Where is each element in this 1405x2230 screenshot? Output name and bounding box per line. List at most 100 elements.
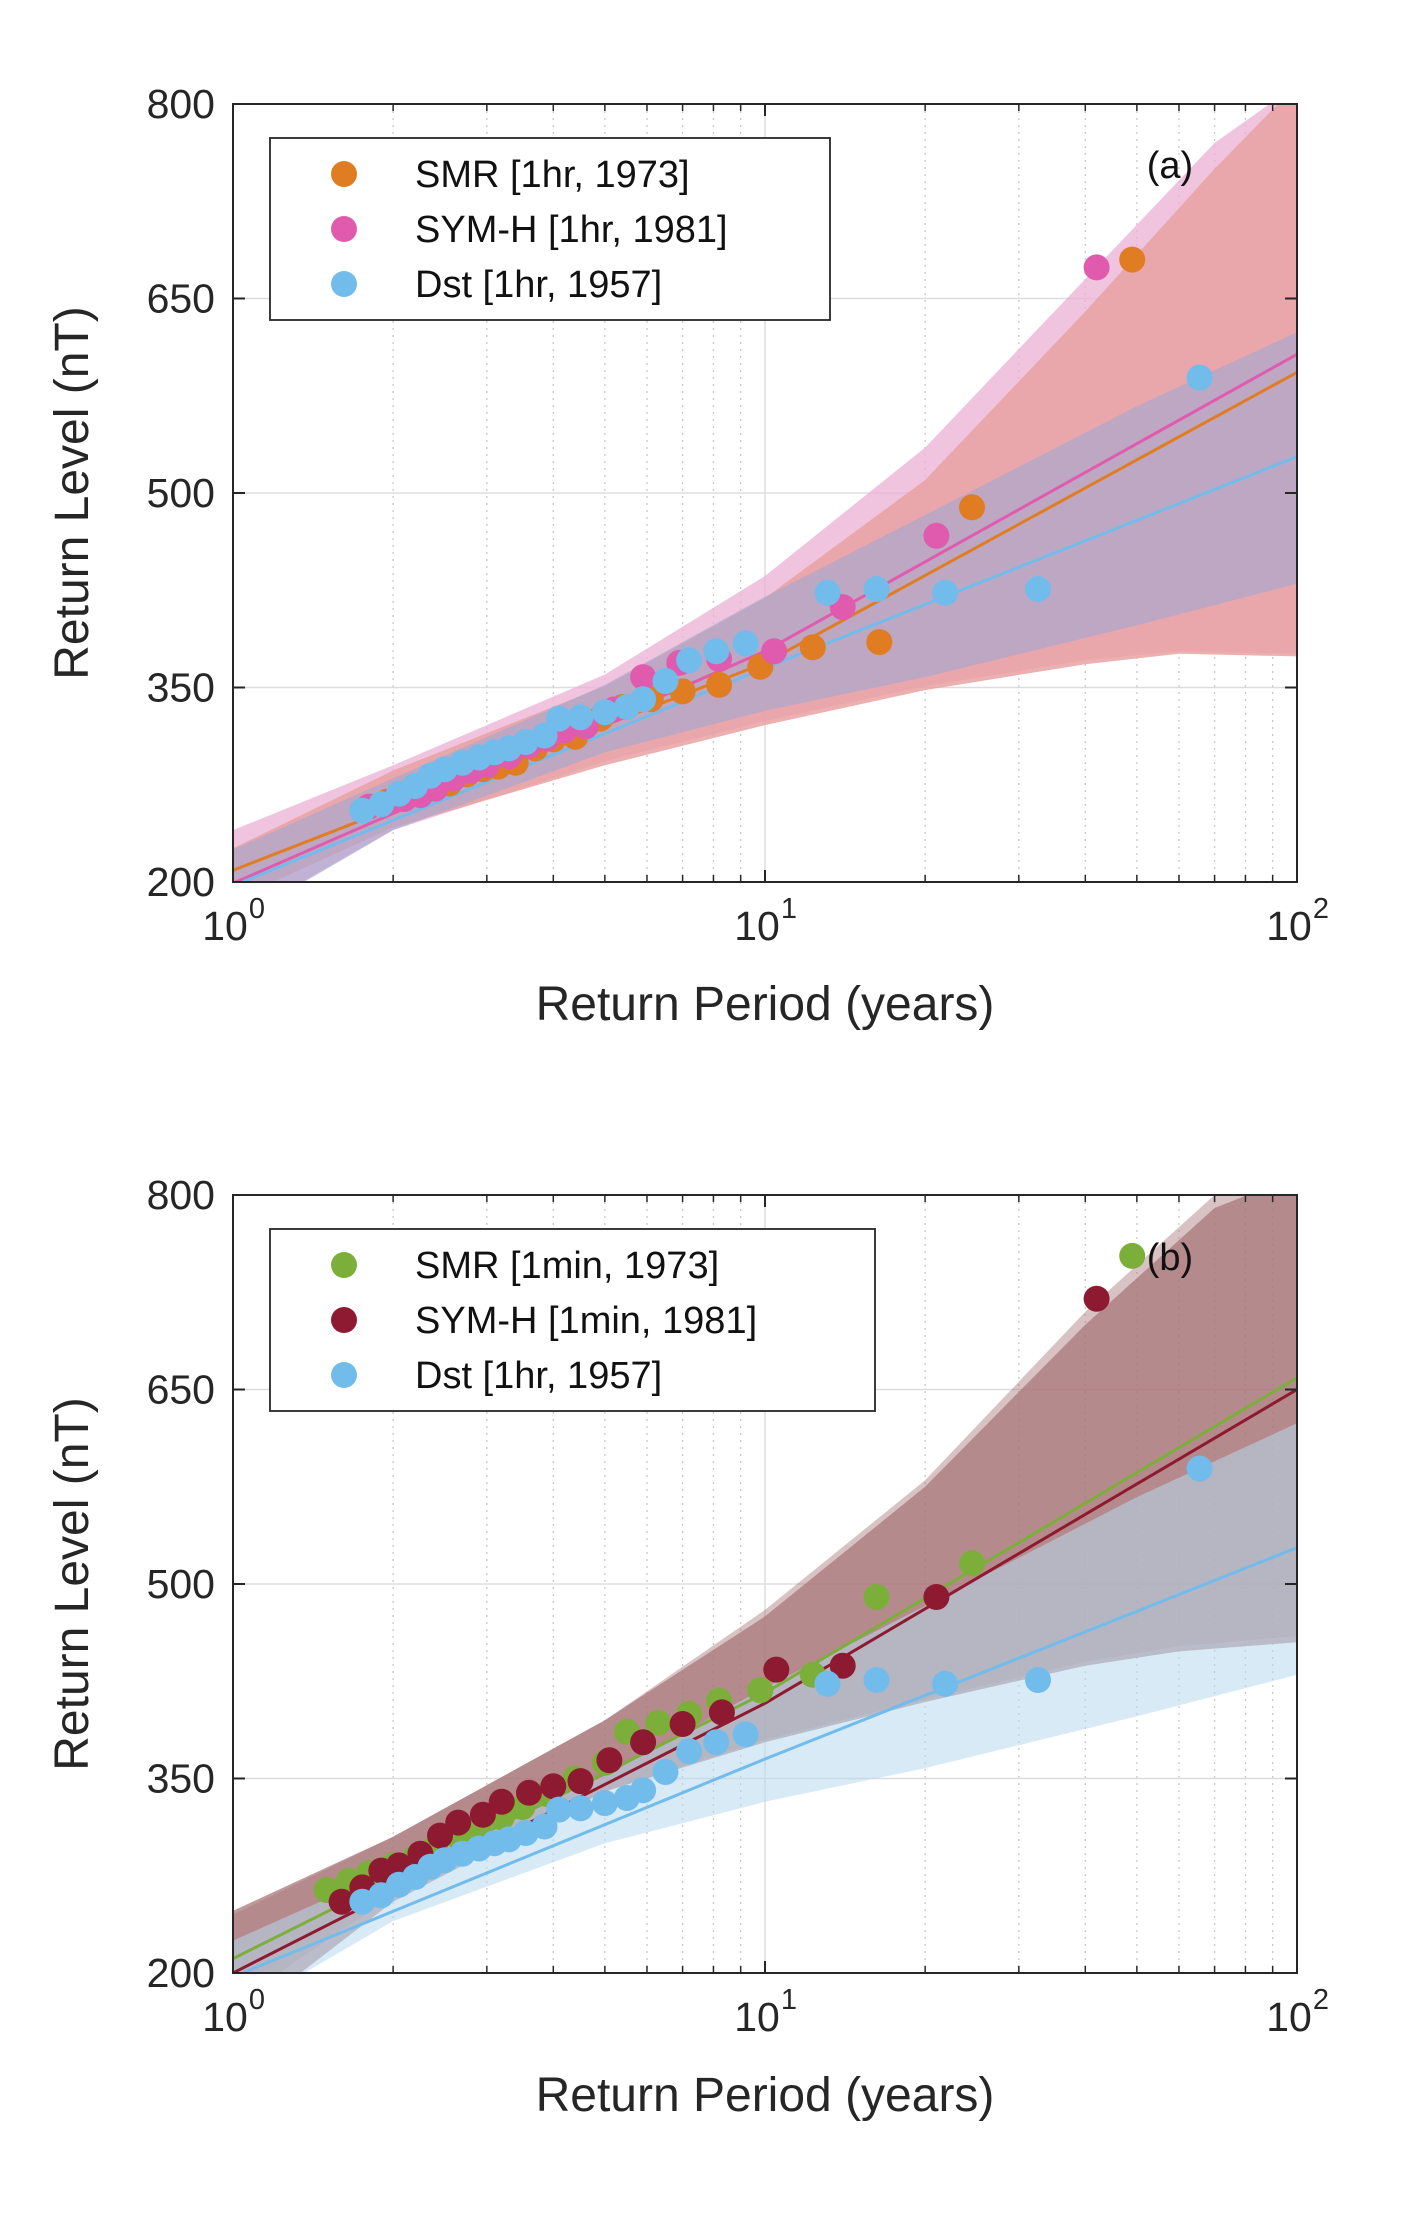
series-points <box>349 1455 1213 1915</box>
legend-marker <box>331 1362 357 1388</box>
data-point <box>747 1677 774 1704</box>
svg-text:2: 2 <box>1313 893 1329 925</box>
x-tick-label: 10 2 <box>1266 893 1329 949</box>
data-point <box>427 1822 453 1849</box>
legend-label: SYM-H [1min, 1981] <box>415 1300 757 1342</box>
y-axis-label: Return Level (nT) <box>46 1397 99 1770</box>
legend-entry: SYM-H [1hr, 1981] <box>331 209 728 251</box>
y-tick-label: 350 <box>147 1756 215 1802</box>
data-point <box>932 579 959 606</box>
svg-text:10: 10 <box>734 903 780 949</box>
data-point <box>546 705 572 732</box>
data-point <box>531 1813 558 1840</box>
svg-text:10: 10 <box>202 1994 248 2040</box>
legend-label: Dst [1hr, 1957] <box>415 264 662 306</box>
confidence-band <box>233 1195 1297 1973</box>
data-point <box>1119 1242 1146 1269</box>
data-point <box>567 1795 594 1822</box>
y-tick-label: 500 <box>147 1561 215 1607</box>
legend-entry: Dst [1hr, 1957] <box>331 264 662 306</box>
data-point <box>1083 1285 1110 1312</box>
legend-entry: SMR [1min, 1973] <box>331 1245 719 1287</box>
y-tick-label: 200 <box>147 1950 215 1996</box>
data-point <box>829 1652 856 1679</box>
data-point <box>596 1747 623 1774</box>
x-tick-label: 10 0 <box>202 893 265 949</box>
data-point <box>488 1788 515 1815</box>
data-point <box>531 722 558 749</box>
legend-marker <box>331 1307 357 1333</box>
panel-label: (b) <box>1147 1237 1193 1279</box>
fit-line <box>238 1546 1297 1973</box>
legend-box <box>269 1228 876 1412</box>
data-point <box>761 638 788 665</box>
data-point <box>630 1777 657 1804</box>
data-point <box>1083 254 1110 281</box>
data-point <box>703 1729 730 1756</box>
data-point <box>706 671 733 698</box>
x-tick-label: 10 2 <box>1266 1984 1329 2040</box>
data-point <box>703 638 730 665</box>
data-point <box>923 1584 950 1610</box>
data-point <box>676 647 703 674</box>
data-point <box>863 1667 890 1693</box>
y-tick-label: 800 <box>147 1172 215 1218</box>
data-point <box>814 1670 841 1697</box>
data-point <box>469 1801 496 1828</box>
legend-box <box>269 137 831 321</box>
data-point <box>799 634 826 661</box>
svg-text:10: 10 <box>202 903 248 949</box>
svg-text:10: 10 <box>1266 1994 1312 2040</box>
data-point <box>1186 1455 1213 1482</box>
data-point <box>732 630 759 657</box>
legend-marker <box>331 216 357 242</box>
svg-text:0: 0 <box>249 893 265 925</box>
data-point <box>959 494 985 521</box>
legend-marker <box>331 1252 357 1278</box>
y-tick-label: 350 <box>147 665 215 711</box>
data-point <box>1186 364 1213 391</box>
data-point <box>863 576 890 602</box>
data-point <box>591 699 618 726</box>
data-point <box>1025 576 1051 602</box>
y-tick-label: 500 <box>147 470 215 516</box>
y-tick-label: 650 <box>147 276 215 322</box>
data-point <box>652 668 679 694</box>
data-point <box>866 629 893 656</box>
data-point <box>652 1759 679 1785</box>
data-point <box>1025 1667 1051 1693</box>
data-point <box>708 1699 735 1726</box>
y-tick-label: 800 <box>147 81 215 127</box>
svg-text:10: 10 <box>734 1994 780 2040</box>
x-tick-label: 10 0 <box>202 1984 265 2040</box>
data-point <box>1119 246 1146 273</box>
svg-text:1: 1 <box>781 1984 797 2016</box>
svg-text:2: 2 <box>1313 1984 1329 2016</box>
legend-label: Dst [1hr, 1957] <box>415 1355 662 1397</box>
legend-marker <box>331 271 357 297</box>
panel-label: (a) <box>1147 145 1193 187</box>
data-point <box>814 579 841 606</box>
data-point <box>445 1809 472 1836</box>
legend-label: SMR [1min, 1973] <box>415 1245 719 1287</box>
data-point <box>630 664 657 691</box>
svg-text:1: 1 <box>781 893 797 925</box>
data-point <box>328 1888 355 1915</box>
y-axis-label: Return Level (nT) <box>46 306 99 679</box>
x-axis-label: Return Period (years) <box>536 978 995 1031</box>
legend-marker <box>331 161 357 187</box>
data-point <box>630 686 657 713</box>
data-point <box>863 1584 890 1610</box>
legend-entry: SYM-H [1min, 1981] <box>331 1300 757 1342</box>
data-point <box>732 1721 759 1748</box>
data-point <box>516 1779 542 1806</box>
x-tick-label: 10 1 <box>734 893 797 949</box>
data-point <box>923 522 950 549</box>
legend-entry: Dst [1hr, 1957] <box>331 1355 662 1397</box>
data-point <box>763 1656 790 1683</box>
series-points <box>328 1285 1110 1915</box>
legend-entry: SMR [1hr, 1973] <box>331 154 690 196</box>
svg-text:10: 10 <box>1266 903 1312 949</box>
